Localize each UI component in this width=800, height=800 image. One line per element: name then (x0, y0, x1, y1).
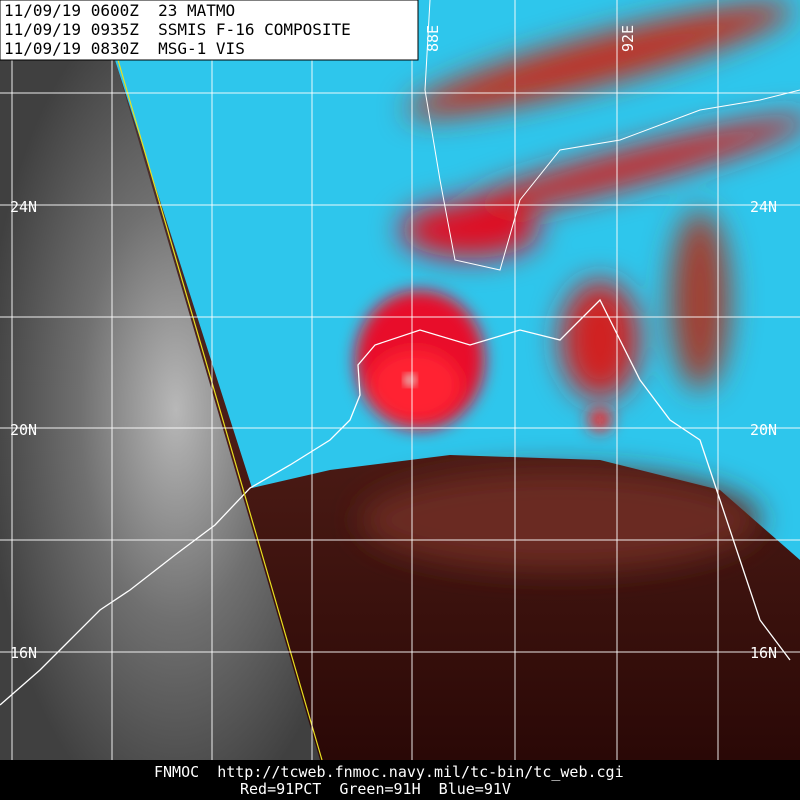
cyclone-eye (403, 373, 417, 387)
coastline (0, 298, 791, 706)
cyclone-core (355, 290, 612, 432)
latitude-label: 20N (10, 421, 37, 439)
header-line: 11/09/19 0600Z 23 MATMO (4, 1, 235, 20)
latitude-label: 24N (750, 198, 777, 216)
latitude-label: 24N (10, 198, 37, 216)
header-box (0, 0, 419, 61)
longitude-label: 88E (424, 25, 442, 52)
header-line: 11/09/19 0830Z MSG-1 VIS (4, 39, 245, 58)
rain-bands (360, 2, 800, 570)
latitude-label: 16N (750, 644, 777, 662)
footer-bar (0, 760, 800, 800)
latitude-label: 16N (10, 644, 37, 662)
longitude-label: 92E (619, 25, 637, 52)
visible-imagery (0, 60, 320, 760)
footer-line: Red=91PCT Green=91H Blue=91V (240, 780, 511, 798)
border (424, 0, 800, 271)
grid (0, 0, 800, 760)
latitude-label: 20N (750, 421, 777, 439)
swath-edge (117, 59, 323, 761)
microwave-cyan (115, 0, 800, 560)
header-line: 11/09/19 0935Z SSMIS F-16 COMPOSITE (4, 20, 351, 39)
footer-line: FNMOC http://tcweb.fnmoc.navy.mil/tc-bin… (154, 763, 624, 781)
